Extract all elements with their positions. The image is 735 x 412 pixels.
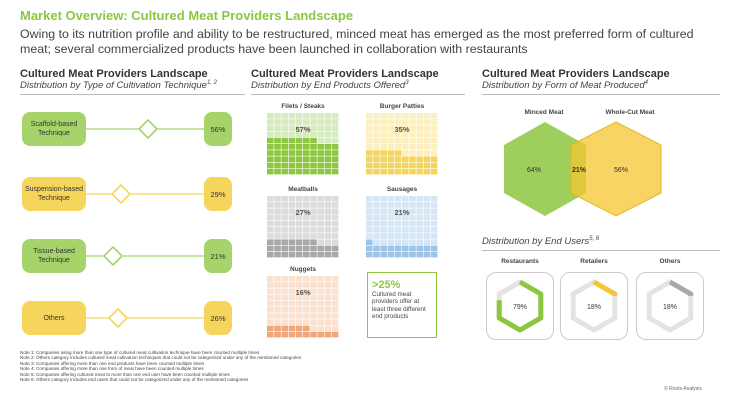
minced-label: Minced Meat (524, 109, 564, 116)
technique-value: 26% (204, 301, 232, 335)
overlap-value: 21% (572, 167, 587, 174)
end-user-label: Restaurants (501, 258, 539, 265)
form-panel-header: Cultured Meat Providers Landscape Distri… (482, 68, 720, 96)
venn-diagram: Minced Meat Whole-Cut Meat 64% 21% 56% (504, 109, 662, 217)
technique-label: Scaffold-based Technique (22, 112, 86, 146)
whole-cut-hexagon (570, 121, 662, 217)
products-panel-header: Cultured Meat Providers Landscape Distri… (251, 68, 465, 96)
technique-marker (137, 118, 159, 140)
form-subtitle: Distribution by Form of Meat Produced4 (482, 80, 648, 92)
cultivation-panel-header: Cultured Meat Providers Landscape Distri… (20, 68, 245, 96)
end-user-ring: 18% (570, 279, 618, 333)
footer-credit: © Roots Analysis (664, 386, 702, 392)
divider (482, 250, 720, 252)
form-title: Cultured Meat Providers Landscape (482, 68, 670, 80)
end-user-label: Others (659, 258, 681, 265)
technique-value: 21% (204, 239, 232, 273)
product-label: Meatballs (288, 186, 318, 193)
minced-value: 64% (527, 167, 541, 174)
divider (482, 94, 720, 96)
technique-connector (82, 245, 207, 267)
product-value: 27% (295, 208, 311, 217)
technique-connector (82, 307, 207, 329)
callout-text: Cultured meat providers offer at least t… (372, 291, 426, 321)
technique-marker (102, 245, 124, 267)
product-value: 57% (295, 125, 311, 134)
cultivation-title: Cultured Meat Providers Landscape (20, 68, 208, 80)
end-user-card (636, 272, 704, 340)
end-user-ring: 79% (496, 279, 544, 333)
technique-label: Suspension-based Technique (22, 177, 86, 211)
end-user-label: Retailers (580, 258, 608, 265)
whole-value: 56% (614, 167, 628, 174)
technique-label: Others (22, 301, 86, 335)
product-value: 16% (295, 288, 311, 297)
page-subtitle: Owing to its nutrition profile and abili… (20, 27, 694, 56)
footnote: Note 6: Others category includes end use… (20, 377, 249, 383)
technique-connector (82, 118, 207, 140)
product-label: Sausages (386, 186, 418, 193)
callout-value: >25% (372, 279, 401, 291)
product-label: Nuggets (290, 266, 316, 273)
page-title: Market Overview: Cultured Meat Providers… (20, 8, 354, 23)
end-user-ring: 18% (646, 279, 694, 333)
footnote: Note 2: Others category includes culture… (20, 355, 302, 361)
footnote: Note 5: Companies offering cultured meat… (20, 371, 230, 377)
technique-label: Tissue-based Technique (22, 239, 86, 273)
product-waffle (366, 196, 438, 258)
product-value: 21% (394, 208, 410, 217)
product-value: 35% (394, 125, 410, 134)
divider (251, 94, 465, 96)
products-title: Cultured Meat Providers Landscape (251, 68, 439, 80)
product-waffle (267, 196, 339, 258)
technique-connector (82, 183, 207, 205)
technique-value: 56% (204, 112, 232, 146)
products-callout: >25% Cultured meat providers offer at le… (367, 272, 437, 338)
footnote: Note 1: Companies using more than one ty… (20, 350, 260, 355)
technique-value: 29% (204, 177, 232, 211)
whole-label: Whole-Cut Meat (605, 109, 655, 116)
end-users-header: Distribution by End Users5, 6 (482, 236, 720, 252)
cultivation-subtitle: Distribution by Type of Cultivation Tech… (20, 80, 217, 92)
footnotes: Note 1: Companies using more than one ty… (20, 350, 301, 382)
end-user-value: 79% (513, 304, 527, 311)
end-user-card (560, 272, 628, 340)
product-waffle (267, 276, 339, 338)
end-user-card (486, 272, 554, 340)
technique-marker (110, 183, 132, 205)
product-waffle (267, 113, 339, 175)
divider (20, 94, 245, 96)
end-users-subtitle: Distribution by End Users5, 6 (482, 236, 600, 248)
footnote: Note 4: Companies offering more than one… (20, 366, 204, 372)
product-label: Filets / Steaks (281, 103, 325, 110)
end-user-value: 18% (663, 304, 677, 311)
technique-marker (107, 307, 129, 329)
end-user-value: 18% (587, 304, 601, 311)
footnote: Note 3: Companies offering more than one… (20, 360, 205, 366)
products-subtitle: Distribution by End Products Offered3 (251, 80, 409, 92)
product-label: Burger Patties (379, 103, 425, 110)
minced-hexagon (504, 122, 586, 216)
product-waffle (366, 113, 438, 175)
